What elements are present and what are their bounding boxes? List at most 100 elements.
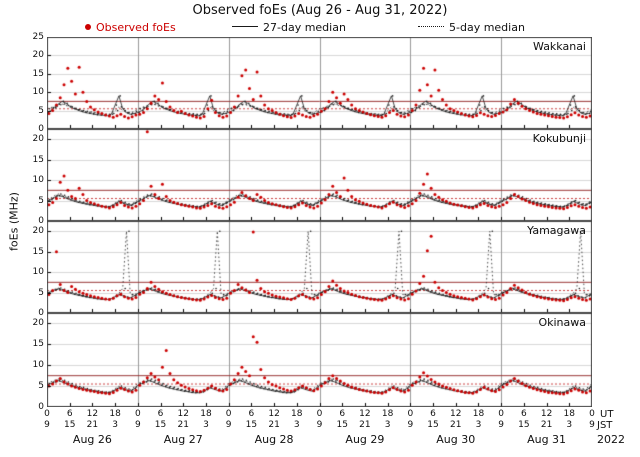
jst-tick-label: 9: [498, 420, 505, 430]
jst-tick-label: 21: [268, 420, 280, 430]
ut-tick-label: 18: [472, 409, 485, 419]
y-tick-label: 20: [32, 50, 44, 61]
station-label: Okinawa: [538, 316, 586, 329]
y-tick-label: 5: [38, 195, 44, 206]
jst-tick-label: 21: [177, 420, 189, 430]
date-label: Aug 31: [527, 433, 567, 446]
y-tick-label: 15: [32, 246, 44, 257]
panel-wakkanai: Wakkanai: [47, 37, 592, 129]
panel-okinawa: Okinawa: [47, 313, 592, 407]
panel-yamagawa: Yamagawa: [47, 221, 592, 313]
ut-tick-label: 0: [316, 409, 323, 419]
ut-tick-label: 6: [430, 409, 436, 419]
ut-tick-label: 6: [339, 409, 346, 419]
ut-tick-label: 0: [225, 409, 232, 419]
year-label: 2022: [597, 433, 625, 446]
ut-tick-label: 18: [200, 409, 212, 419]
jst-tick-label: 21: [86, 420, 99, 430]
jst-tick-label: 9: [316, 420, 323, 430]
ut-tick-label: 0: [44, 409, 50, 419]
legend-label-5day: 5-day median: [449, 21, 525, 34]
jst-tick-label: 3: [112, 420, 118, 430]
ut-axis-label: UT: [600, 409, 614, 420]
jst-tick-label: 21: [450, 420, 462, 430]
y-tick-label: 5: [38, 105, 44, 116]
station-label: Kokubunji: [532, 132, 586, 145]
jst-tick-label: 9: [134, 420, 141, 430]
y-tick-label: 15: [32, 154, 44, 165]
ut-tick-label: 12: [359, 409, 371, 419]
ut-tick-label: 12: [450, 409, 462, 419]
y-tick-label: 0: [38, 308, 44, 318]
ut-tick-label: 0: [589, 409, 595, 419]
y-tick-label: 0: [38, 124, 44, 134]
ut-tick-label: 6: [521, 409, 527, 419]
y-tick-label: 10: [32, 87, 44, 98]
y-tick-label: 5: [38, 381, 44, 392]
date-label: Aug 26: [72, 433, 112, 446]
jst-tick-label: 15: [154, 420, 167, 430]
jst-axis-label: JST: [597, 420, 613, 431]
ut-tick-label: 18: [109, 409, 121, 419]
ut-tick-label: 12: [540, 409, 553, 419]
jst-tick-label: 21: [359, 420, 371, 430]
jst-tick-label: 15: [336, 420, 348, 430]
ut-tick-label: 18: [381, 409, 394, 419]
jst-tick-label: 15: [427, 420, 439, 430]
ut-tick-label: 12: [177, 409, 189, 419]
y-tick-label: 20: [32, 134, 44, 145]
ut-tick-label: 0: [407, 409, 414, 419]
y-axis-label: foEs (MHz): [7, 192, 21, 251]
ut-tick-label: 6: [157, 409, 164, 419]
station-label: Wakkanai: [533, 40, 586, 53]
y-tick-label: 10: [32, 267, 44, 278]
ut-tick-label: 18: [291, 409, 303, 419]
ut-tick-label: 6: [66, 409, 73, 419]
y-tick-label: 5: [38, 287, 44, 298]
station-label: Yamagawa: [527, 224, 586, 237]
jst-tick-label: 9: [407, 420, 414, 430]
plot-canvas-kokubunji: [47, 129, 592, 221]
legend-label-observed: Observed foEs: [96, 21, 176, 34]
ut-tick-label: 0: [498, 409, 505, 419]
jst-tick-label: 3: [293, 420, 300, 430]
ut-tick-label: 12: [86, 409, 99, 419]
ut-tick-label: 18: [563, 409, 576, 419]
legend-item-5day-median: 5-day median: [418, 21, 525, 35]
chart-title: Observed foEs (Aug 26 - Aug 31, 2022): [192, 3, 448, 18]
y-tick-label: 20: [32, 226, 44, 237]
jst-tick-label: 3: [475, 420, 482, 430]
y-tick-label: 15: [32, 68, 44, 79]
jst-tick-label: 3: [384, 420, 391, 430]
ut-tick-label: 6: [248, 409, 255, 419]
jst-tick-label: 9: [225, 420, 232, 430]
date-label: Aug 30: [436, 433, 476, 446]
date-label: Aug 28: [254, 433, 294, 446]
jst-tick-label: 21: [540, 420, 553, 430]
red-dot-marker-icon: [85, 24, 91, 30]
plot-canvas-okinawa: [47, 313, 592, 407]
y-tick-label: 20: [32, 318, 44, 329]
ut-tick-label: 0: [134, 409, 141, 419]
y-tick-label: 25: [32, 32, 44, 42]
plot-canvas-yamagawa: [47, 221, 592, 313]
y-tick-label: 15: [32, 339, 44, 350]
y-tick-label: 10: [32, 360, 44, 371]
dotted-line-marker-icon: [418, 26, 444, 27]
date-label: Aug 29: [345, 433, 385, 446]
jst-tick-label: 9: [44, 420, 50, 430]
panel-kokubunji: Kokubunji: [47, 129, 592, 221]
ut-tick-label: 12: [268, 409, 280, 419]
jst-tick-label: 15: [518, 420, 530, 430]
legend-item-27day-median: 27-day median: [232, 21, 346, 35]
y-tick-label: 10: [32, 175, 44, 186]
legend-label-27day: 27-day median: [263, 21, 346, 34]
y-tick-label: 0: [38, 402, 44, 412]
jst-tick-label: 9: [589, 420, 595, 430]
date-label: Aug 27: [163, 433, 203, 446]
jst-tick-label: 3: [566, 420, 573, 430]
jst-tick-label: 15: [63, 420, 76, 430]
jst-tick-label: 3: [203, 420, 209, 430]
jst-tick-label: 15: [245, 420, 258, 430]
